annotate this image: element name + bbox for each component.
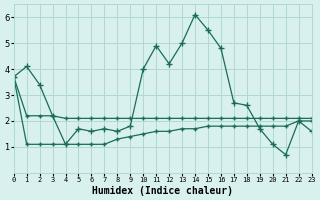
- X-axis label: Humidex (Indice chaleur): Humidex (Indice chaleur): [92, 186, 233, 196]
